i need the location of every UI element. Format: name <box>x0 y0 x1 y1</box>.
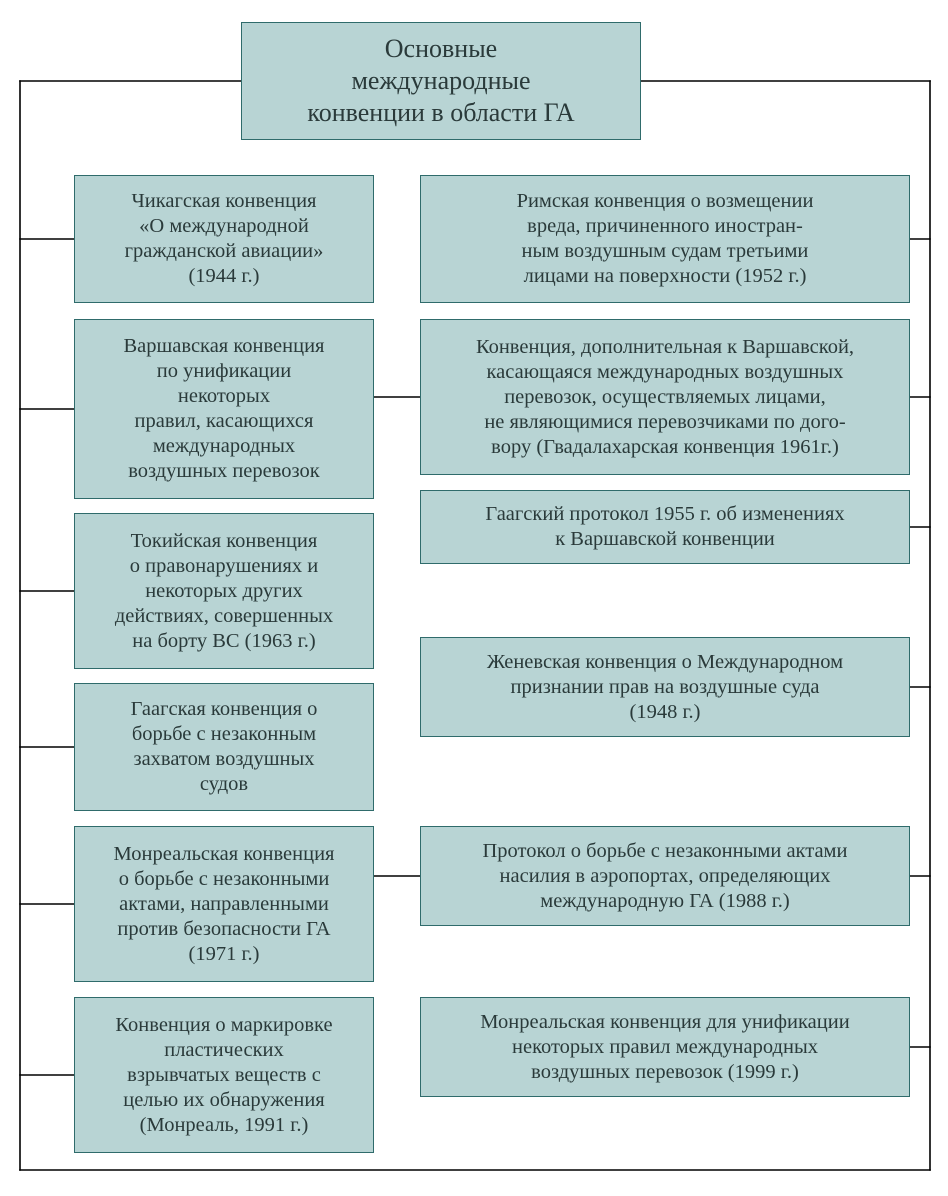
node-root: Основные международные конвенции в облас… <box>241 22 641 140</box>
node-label: Конвенция о маркировке пластических взры… <box>115 1013 332 1138</box>
node-label: Женевская конвенция о Международном приз… <box>487 650 843 725</box>
node-L5: Монреальская конвенция о борьбе с незако… <box>74 826 374 982</box>
diagram-stage: Основные международные конвенции в облас… <box>0 0 948 1196</box>
node-label: Протокол о борьбе с незаконными актами н… <box>483 839 848 914</box>
node-label: Варшавская конвенция по унификации некот… <box>123 334 324 484</box>
node-R2: Конвенция, дополнительная к Варшавской, … <box>420 319 910 475</box>
node-R4: Женевская конвенция о Международном приз… <box>420 637 910 737</box>
node-label: Монреальская конвенция для унификации не… <box>480 1010 849 1085</box>
node-label: Монреальская конвенция о борьбе с незако… <box>114 842 335 967</box>
node-label: Конвенция, дополнительная к Варшавской, … <box>476 335 854 460</box>
node-label: Основные международные конвенции в облас… <box>307 33 574 128</box>
node-label: Гаагская конвенция о борьбе с незаконным… <box>131 697 318 797</box>
node-R5: Протокол о борьбе с незаконными актами н… <box>420 826 910 926</box>
node-L4: Гаагская конвенция о борьбе с незаконным… <box>74 683 374 811</box>
node-L3: Токийская конвенция о правонарушениях и … <box>74 513 374 669</box>
node-label: Чикагская конвенция «О международной гра… <box>125 189 324 289</box>
node-R3: Гаагский протокол 1955 г. об изменениях … <box>420 490 910 564</box>
node-L1: Чикагская конвенция «О международной гра… <box>74 175 374 303</box>
node-label: Гаагский протокол 1955 г. об изменениях … <box>485 502 844 552</box>
node-label: Токийская конвенция о правонарушениях и … <box>115 529 333 654</box>
node-label: Римская конвенция о возмещении вреда, пр… <box>517 189 814 289</box>
node-R6: Монреальская конвенция для унификации не… <box>420 997 910 1097</box>
node-R1: Римская конвенция о возмещении вреда, пр… <box>420 175 910 303</box>
node-L2: Варшавская конвенция по унификации некот… <box>74 319 374 499</box>
node-L6: Конвенция о маркировке пластических взры… <box>74 997 374 1153</box>
